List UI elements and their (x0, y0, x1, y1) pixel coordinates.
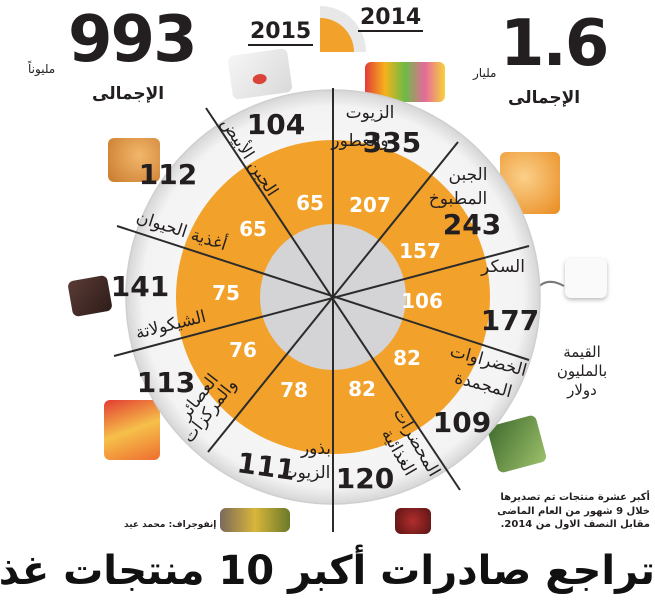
value-unit-note-text: القيمة بالمليون دولار (556, 343, 608, 399)
label-oil-seeds-2: الزيوت (282, 463, 331, 483)
v2014-food-preps: 120 (336, 462, 394, 495)
credit: إنفوجراف: محمد عيد (124, 520, 217, 530)
v2015-oils: 207 (349, 193, 391, 217)
headline: تراجع صادرات أكبر 10 منتجات غذائية بنسبة… (0, 548, 655, 594)
v2014-white-cheese: 104 (247, 108, 305, 141)
v2014-oils: 335 (363, 126, 421, 159)
spokes (113, 88, 530, 532)
v2015-sugar: 106 (401, 289, 443, 313)
v2015-processed-cheese: 157 (399, 239, 441, 263)
total-2015-label: الإجمالى (92, 84, 165, 104)
total-2014-unit: مليار (473, 66, 497, 80)
oil-seeds-photo (220, 508, 290, 532)
v2014-juices: 113 (137, 366, 195, 399)
total-2014-label: الإجمالى (508, 88, 581, 108)
v2015-white-cheese: 65 (296, 191, 324, 215)
v2015-food-preps: 82 (348, 377, 376, 401)
label-oils-2: والعطور (330, 131, 388, 151)
juices-photo (104, 400, 160, 460)
year-legend: 2015 2014 (248, 4, 424, 54)
v2015-oil-seeds: 78 (280, 378, 308, 402)
v2015-pet-food: 65 (239, 217, 267, 241)
v2014-frozen-veg: 109 (433, 406, 491, 439)
cat-food-photo (108, 138, 160, 182)
v2014-processed-cheese: 243 (443, 208, 501, 241)
footnote-line-2: خلال 9 شهور من العام الماضى (497, 505, 650, 517)
label-sugar: السكر (480, 257, 525, 277)
food-preparations-photo (395, 508, 431, 534)
label-oils-1: الزيوت (346, 103, 395, 123)
label-processed-cheese-1: الجبن (449, 165, 488, 185)
legend-year-2015: 2015 (248, 19, 314, 47)
v2014-oil-seeds: 111 (235, 446, 297, 487)
footnote-line-1: أكبر عشرة منتجات تم تصديرها (500, 492, 650, 503)
total-2015-value: 993 (68, 3, 198, 77)
total-2015-unit: مليوناً (28, 62, 56, 76)
v2015-juices: 76 (229, 338, 257, 362)
legend-quarter-icon (320, 6, 366, 52)
v2014-chocolate: 141 (111, 270, 169, 303)
v2015-frozen-veg: 82 (393, 346, 421, 370)
legend-year-2014: 2014 (358, 5, 424, 33)
footnote-line-3: مقابل النصف الاول من 2014. (500, 519, 650, 530)
value-unit-note: القيمة بالمليون دولار (542, 343, 622, 399)
footnote: أكبر عشرة منتجات تم تصديرها خلال 9 شهور … (472, 491, 650, 532)
v2014-sugar: 177 (481, 304, 539, 337)
sugar-photo (565, 258, 607, 298)
total-2014-value: 1.6 (500, 7, 609, 81)
v2015-chocolate: 75 (212, 281, 240, 305)
label-oil-seeds-1: بذور (300, 439, 331, 459)
v2014-pet-food: 112 (139, 158, 197, 191)
label-processed-cheese-2: المطبوخ (429, 189, 488, 209)
